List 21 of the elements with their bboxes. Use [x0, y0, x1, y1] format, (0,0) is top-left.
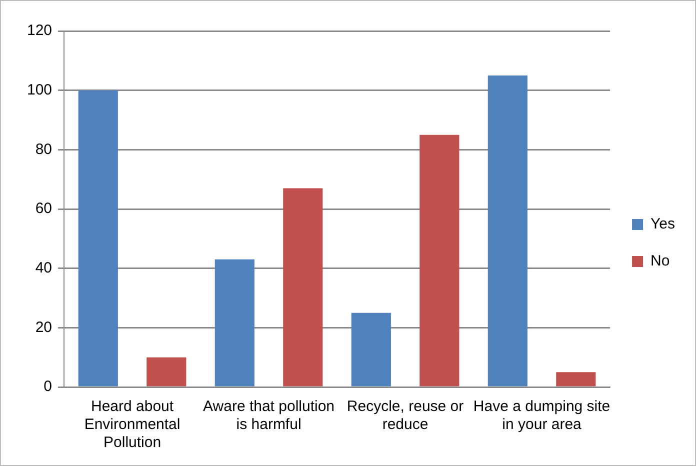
y-tick-label: 80	[35, 140, 52, 158]
x-tick-label: Heard about Environmental Pollution	[84, 398, 180, 452]
bar	[214, 259, 254, 386]
y-tick-label: 100	[26, 81, 52, 98]
legend-label: No	[650, 252, 670, 270]
x-tick-label: Have a dumping site in your area	[473, 398, 610, 434]
y-tick-label: 60	[35, 200, 52, 218]
bar	[283, 188, 323, 386]
legend-label: Yes	[650, 216, 676, 233]
bar	[420, 134, 460, 386]
y-tick-label: 0	[44, 378, 52, 396]
y-tick-label: 20	[35, 318, 52, 336]
bar	[351, 312, 391, 386]
bar	[488, 76, 528, 386]
x-tick-label: Recycle, reuse or reduce	[346, 398, 464, 434]
y-tick-label: 40	[35, 259, 52, 276]
bar	[78, 90, 118, 386]
bar	[146, 357, 186, 386]
y-tick-label: 120	[26, 22, 52, 40]
bar	[556, 372, 596, 386]
x-tick-label: Aware that pollution is harmful	[203, 398, 335, 434]
